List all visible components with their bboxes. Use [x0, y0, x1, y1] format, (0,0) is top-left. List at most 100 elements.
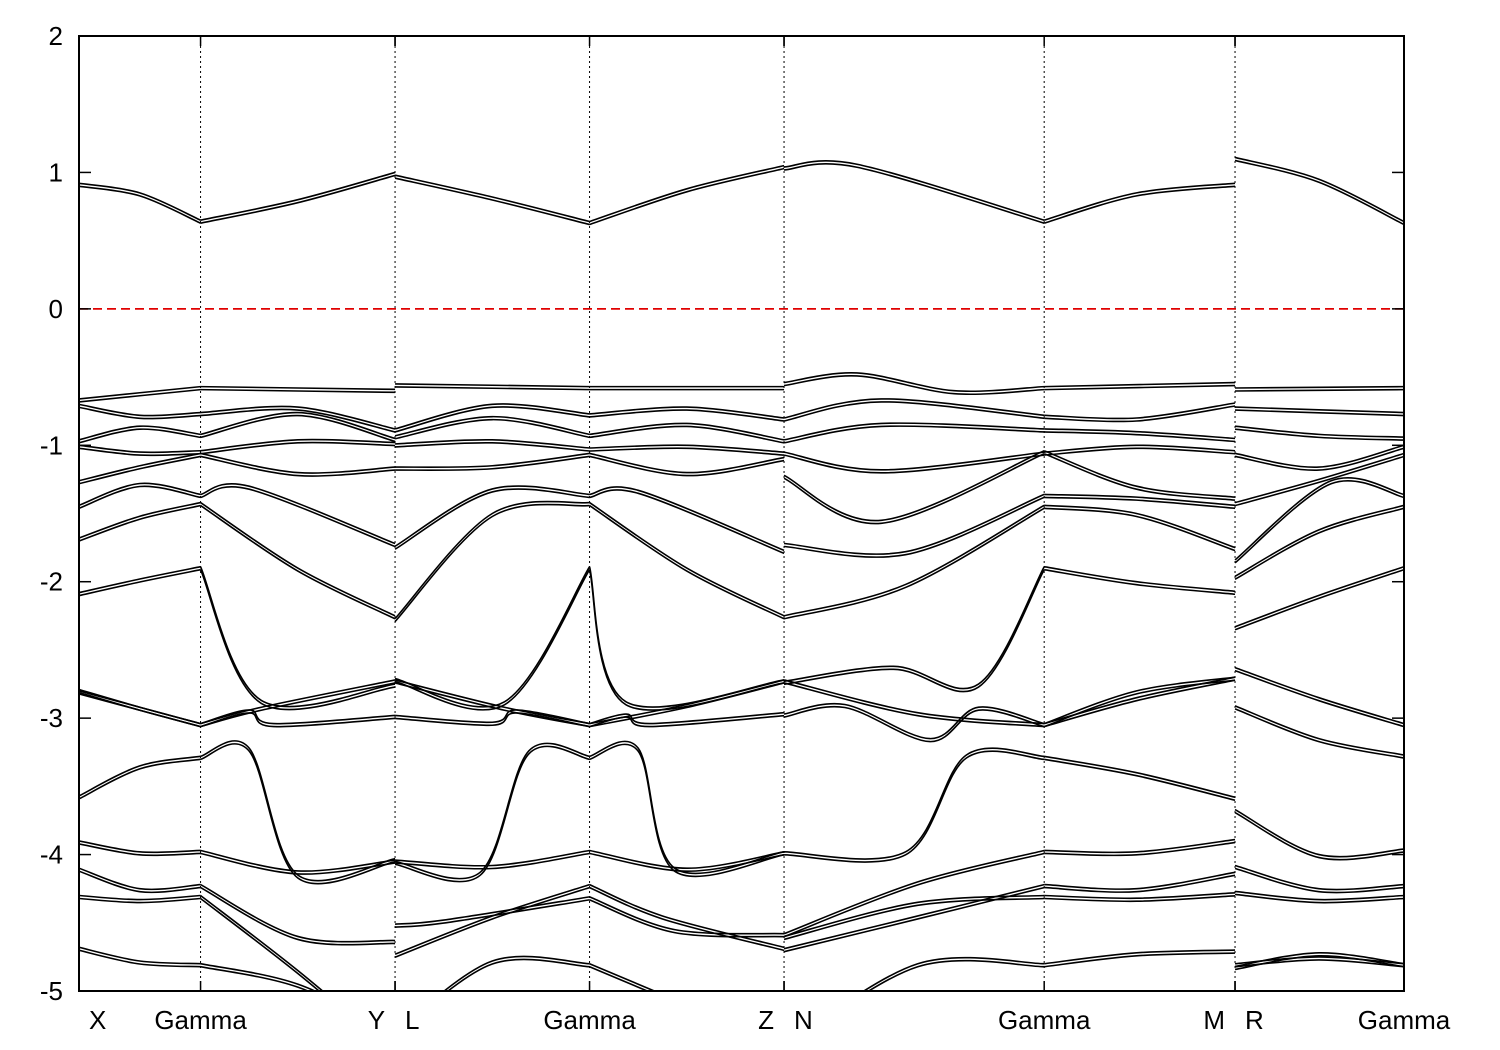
band-14-segment-2	[394, 896, 590, 925]
band-14-segment-0-pair	[79, 897, 201, 904]
band-7-segment-2-pair	[394, 503, 590, 623]
y-tick-label: -1	[40, 430, 63, 460]
band-4-segment-5-pair	[1044, 447, 1236, 456]
band-13-segment-0-pair	[79, 870, 201, 894]
band-3-segment-3-pair	[589, 425, 785, 444]
band-10-segment-2	[395, 709, 590, 725]
x-tick-label: Y	[368, 1005, 385, 1035]
band-11-segment-6-pair	[1234, 811, 1404, 861]
band-6-segment-6-pair	[1234, 479, 1404, 564]
band-1-segment-6	[1235, 385, 1404, 389]
band-1-segment-5	[1044, 381, 1236, 388]
band-14-segment-0	[79, 894, 201, 901]
x-tick-label: Gamma	[543, 1005, 636, 1035]
band-5-segment-1-pair	[200, 455, 396, 477]
band-14-segment-4	[783, 894, 1045, 938]
band-4-segment-2-pair	[395, 441, 590, 452]
band-0-segment-1-pair	[200, 174, 396, 224]
band-15-segment-5-pair	[1044, 952, 1236, 968]
band-12-segment-3	[589, 849, 785, 870]
band-9-segment-5-pair	[1043, 679, 1236, 728]
x-tick-label: M	[1203, 1005, 1225, 1035]
band-13-segment-3	[589, 883, 785, 949]
band-0-segment-5-pair	[1043, 185, 1236, 224]
band-3-segment-2-pair	[394, 418, 590, 440]
band-12-segment-0-pair	[79, 843, 201, 857]
band-0-segment-6	[1234, 156, 1404, 223]
band-2-segment-1-pair	[200, 408, 396, 433]
band-8-segment-3-pair	[588, 569, 785, 711]
band-11-segment-4-pair	[784, 750, 1045, 863]
band-1-segment-1-pair	[200, 388, 396, 394]
band-1-segment-0	[79, 385, 201, 400]
band-3-segment-4	[783, 422, 1045, 441]
band-5-segment-6	[1234, 452, 1404, 504]
band-13-segment-4	[783, 883, 1045, 950]
band-13-segment-5-pair	[1044, 874, 1236, 893]
band-5-segment-5-pair	[1043, 452, 1236, 501]
band-12-segment-2	[395, 849, 590, 867]
y-tick-label: -3	[40, 703, 63, 733]
y-tick-label: 2	[49, 21, 63, 51]
band-6-segment-1-pair	[200, 486, 396, 548]
band-7-segment-6	[1234, 504, 1404, 577]
band-8-segment-5-pair	[1044, 568, 1236, 596]
band-0-segment-5	[1043, 182, 1236, 221]
band-6-segment-2	[394, 485, 590, 547]
band-0-segment-6-pair	[1234, 159, 1404, 226]
band-6-segment-3	[589, 486, 785, 552]
band-4-segment-4	[783, 451, 1045, 471]
band-0-segment-4	[783, 160, 1045, 221]
band-11-segment-5-pair	[1044, 758, 1236, 802]
band-2-segment-0	[79, 403, 201, 417]
band-2-segment-3-pair	[589, 409, 785, 422]
band-1-segment-0-pair	[79, 388, 201, 403]
band-15-segment-5	[1044, 949, 1236, 965]
band-8-segment-4	[783, 566, 1045, 690]
band-14-segment-5-pair	[1044, 894, 1236, 903]
band-7-segment-5	[1044, 504, 1236, 549]
band-8-segment-0-pair	[79, 568, 201, 597]
band-12-segment-1-pair	[200, 852, 396, 875]
band-4-segment-0-pair	[79, 447, 201, 457]
band-10-segment-6	[1234, 705, 1404, 756]
band-14-segment-3-pair	[589, 899, 785, 938]
band-10-segment-3-pair	[589, 714, 785, 728]
x-tick-label: Gamma	[998, 1005, 1091, 1035]
band-5-segment-6-pair	[1234, 455, 1404, 507]
band-9-segment-4	[783, 679, 1045, 725]
band-8-segment-0	[79, 565, 201, 594]
band-9-segment-6-pair	[1234, 669, 1404, 728]
band-11-segment-0	[79, 755, 201, 797]
band-0-segment-3-pair	[589, 167, 785, 226]
band-10-segment-4	[783, 702, 1045, 740]
band-3-segment-5-pair	[1044, 431, 1236, 443]
band-5-segment-1	[200, 452, 396, 474]
band-4-segment-1	[200, 438, 396, 452]
band-8-segment-4-pair	[783, 569, 1045, 693]
band-1-segment-2-pair	[395, 386, 590, 391]
band-6-segment-0-pair	[79, 485, 201, 510]
band-14-segment-6	[1234, 956, 1404, 965]
band-6-segment-1	[200, 483, 396, 545]
band-15-segment-3-pair	[589, 965, 650, 991]
band-7-segment-0-pair	[79, 504, 201, 542]
band-6-segment-2-pair	[394, 488, 590, 550]
band-5-segment-2	[395, 452, 590, 468]
band-14-segment-5	[1044, 891, 1236, 900]
band-9-segment-6	[1234, 666, 1404, 725]
band-15-segment-4	[862, 956, 1045, 991]
x-tick-label: Z	[758, 1005, 774, 1035]
band-13-segment-3-pair	[589, 886, 785, 952]
band-7-segment-4	[783, 504, 1045, 617]
band-6-segment-0	[79, 482, 201, 507]
band-5-segment-4-pair	[783, 453, 1045, 525]
band-14-segment-1	[200, 894, 324, 991]
band-12-segment-3-pair	[589, 852, 785, 873]
band-8-segment-1	[199, 566, 396, 708]
plot-frame	[78, 35, 1405, 992]
band-10-segment-6-pair	[1234, 708, 1404, 759]
band-12-segment-6	[1234, 864, 1404, 891]
band-12-segment-6-pair	[1234, 867, 1404, 894]
band-8-segment-6	[1234, 565, 1404, 628]
